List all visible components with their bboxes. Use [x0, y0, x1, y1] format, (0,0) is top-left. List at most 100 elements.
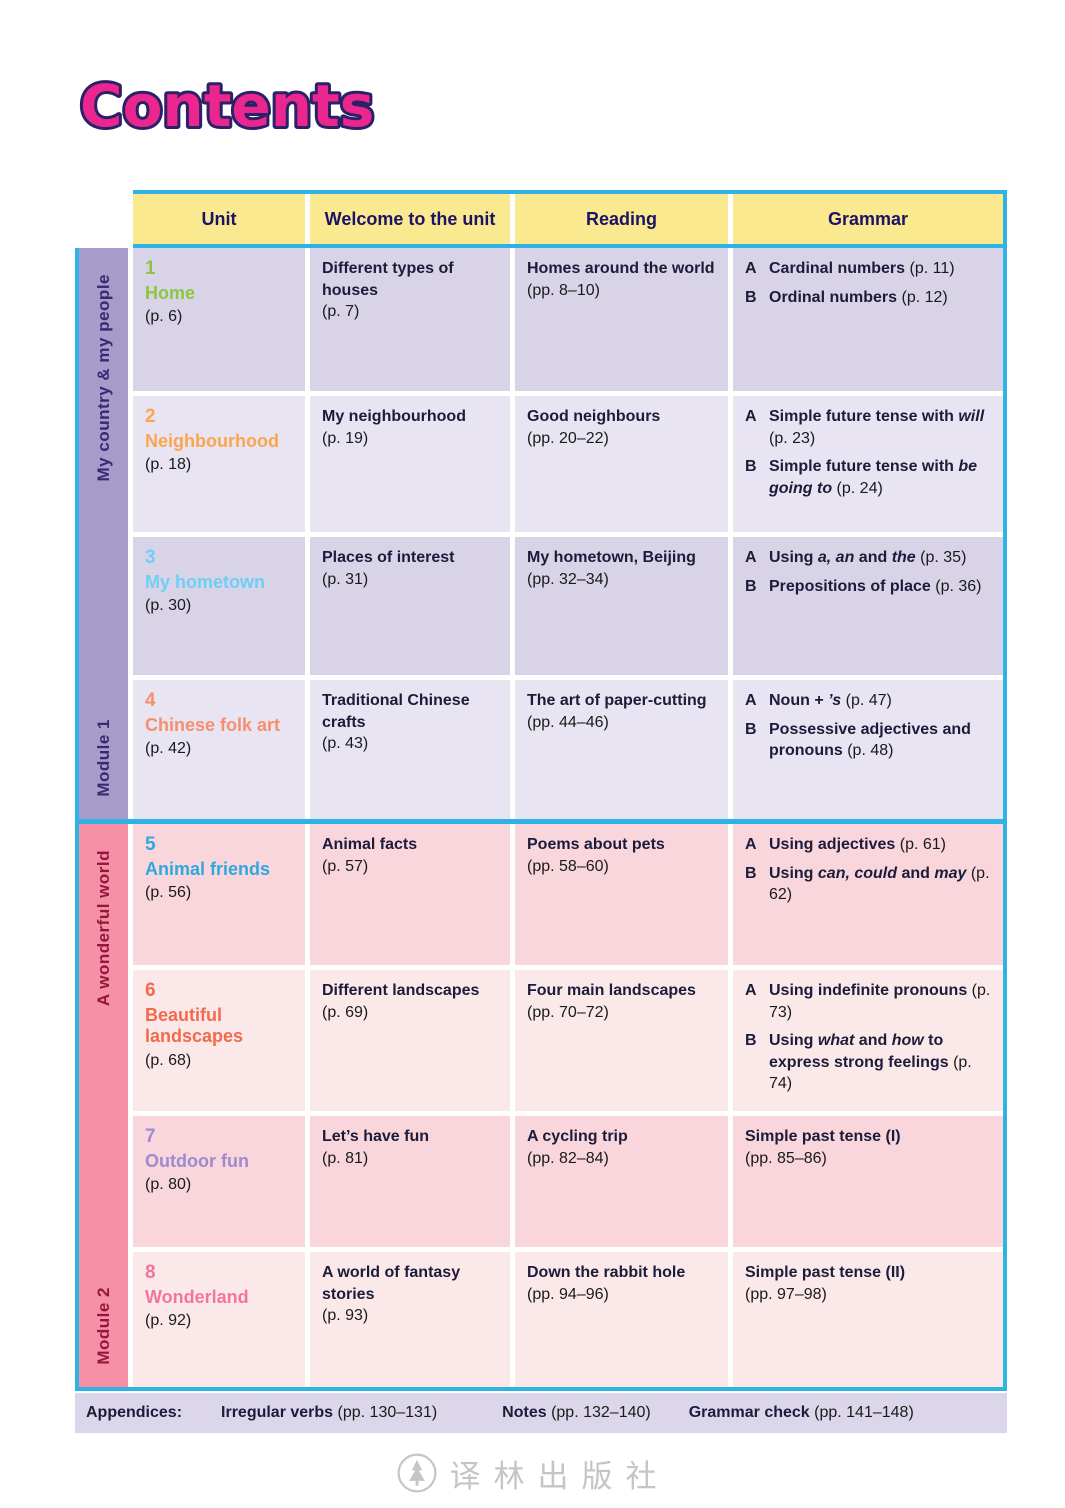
welcome-title: Different types of houses	[322, 260, 454, 299]
unit-8-cell: 8 Wonderland (p. 92)	[133, 1252, 305, 1387]
reading-page: (pp. 94–96)	[527, 1285, 609, 1303]
unit-8-grammar-cell: Simple past tense (II) (pp. 97–98)	[733, 1252, 1003, 1387]
publisher-name: 译林出版社	[449, 1458, 670, 1494]
unit-page: (p. 56)	[145, 884, 192, 902]
module-2-sidebar: A wonderful world Module 2	[79, 824, 128, 1387]
unit-1-welcome-cell: Different types of houses (p. 7)	[310, 248, 510, 391]
welcome-page: (p. 81)	[322, 1149, 369, 1167]
unit-6-reading-cell: Four main landscapes (pp. 70–72)	[515, 970, 728, 1111]
reading-page: (pp. 20–22)	[527, 429, 609, 447]
reading-title: Homes around the world	[527, 260, 715, 277]
header-cell-unit: Unit	[133, 194, 305, 244]
unit-8-welcome-cell: A world of fantasy stories (p. 93)	[310, 1252, 510, 1387]
appendix-item: Notes (pp. 132–140)	[502, 1404, 651, 1421]
unit-3-grammar-cell: A Using a, an and the (p. 35) B Preposit…	[733, 537, 1003, 675]
unit-1-reading-cell: Homes around the world (pp. 8–10)	[515, 248, 728, 391]
reading-page: (pp. 82–84)	[527, 1149, 609, 1167]
grammar-label: B	[745, 458, 757, 476]
appendix-item: Irregular verbs (pp. 130–131)	[221, 1404, 438, 1421]
module-1-sidebar: My country & my people Module 1	[79, 248, 128, 819]
grammar-item: A Cardinal numbers (p. 11)	[745, 258, 993, 280]
unit-1-grammar-cell: A Cardinal numbers (p. 11) B Ordinal num…	[733, 248, 1003, 391]
welcome-page: (p. 43)	[322, 735, 369, 753]
welcome-page: (p. 19)	[322, 429, 369, 447]
reading-page: (pp. 70–72)	[527, 1003, 609, 1021]
welcome-page: (p. 93)	[322, 1307, 369, 1325]
welcome-page: (p. 69)	[322, 1003, 369, 1021]
publisher-watermark: 译林出版社	[0, 1446, 1065, 1500]
grammar-label: B	[745, 720, 757, 738]
unit-4-welcome-cell: Traditional Chinese crafts (p. 43)	[310, 680, 510, 819]
unit-6-cell: 6 Beautiful landscapes (p. 68)	[133, 970, 305, 1111]
welcome-page: (p. 31)	[322, 570, 369, 588]
unit-page: (p. 30)	[145, 597, 192, 615]
grammar-item: A Using indefinite pronouns (p. 73)	[745, 980, 993, 1023]
grammar-item: B Possessive adjectives and pronouns (p.…	[745, 719, 993, 762]
welcome-title: Different landscapes	[322, 982, 480, 999]
unit-number: 7	[145, 1126, 156, 1147]
appendices-bar: Appendices: Irregular verbs (pp. 130–131…	[75, 1393, 1007, 1433]
unit-number: 8	[145, 1262, 156, 1283]
grammar-label: A	[745, 982, 757, 999]
grammar-item: B Prepositions of place (p. 36)	[745, 576, 993, 598]
publisher-logo-icon	[397, 1453, 436, 1493]
grammar-label: A	[745, 260, 757, 277]
welcome-page: (p. 57)	[322, 857, 369, 875]
grammar-item: A Simple future tense with will (p. 23)	[745, 406, 993, 449]
reading-page: (pp. 8–10)	[527, 281, 600, 299]
unit-4-cell: 4 Chinese folk art (p. 42)	[133, 680, 305, 819]
grammar-label: B	[745, 577, 757, 595]
unit-page: (p. 92)	[145, 1312, 192, 1330]
unit-number: 1	[145, 258, 156, 279]
table-header-row: Unit Welcome to the unit Reading Grammar	[133, 194, 1007, 244]
unit-title: Home	[145, 282, 196, 303]
contents-table: Unit Welcome to the unit Reading Grammar…	[75, 190, 1007, 1433]
unit-5-cell: 5 Animal friends (p. 56)	[133, 824, 305, 965]
unit-title: Animal friends	[145, 858, 271, 879]
unit-number: 6	[145, 980, 156, 1001]
grammar-label: A	[745, 836, 757, 853]
table-body: My country & my people Module 1 A wonder…	[79, 248, 1007, 1387]
table-border-right	[1003, 190, 1007, 1391]
reading-title: My hometown, Beijing	[527, 549, 696, 566]
reading-page: (pp. 32–34)	[527, 570, 609, 588]
unit-2-cell: 2 Neighbourhood (p. 18)	[133, 396, 305, 532]
grammar-label: A	[745, 692, 757, 709]
unit-number: 3	[145, 547, 156, 568]
table-border-header-bottom	[133, 244, 1007, 248]
unit-8-reading-cell: Down the rabbit hole (pp. 94–96)	[515, 1252, 728, 1387]
unit-3-welcome-cell: Places of interest (p. 31)	[310, 537, 510, 675]
appendix-item: Grammar check (pp. 141–148)	[688, 1404, 914, 1421]
reading-title: Good neighbours	[527, 408, 661, 425]
unit-4-reading-cell: The art of paper-cutting (pp. 44–46)	[515, 680, 728, 819]
welcome-title: Places of interest	[322, 549, 455, 566]
reading-title: Down the rabbit hole	[527, 1264, 686, 1281]
unit-2-reading-cell: Good neighbours (pp. 20–22)	[515, 396, 728, 532]
appendices-label: Appendices:	[86, 1404, 183, 1421]
header-cell-reading: Reading	[515, 194, 728, 244]
unit-page: (p. 42)	[145, 740, 192, 758]
unit-title: Beautiful landscapes	[145, 1004, 244, 1047]
welcome-title: A world of fantasy stories	[322, 1264, 461, 1303]
unit-number: 4	[145, 690, 156, 711]
reading-page: (pp. 58–60)	[527, 857, 609, 875]
header-cell-welcome: Welcome to the unit	[310, 194, 510, 244]
unit-7-welcome-cell: Let’s have fun (p. 81)	[310, 1116, 510, 1247]
unit-5-welcome-cell: Animal facts (p. 57)	[310, 824, 510, 965]
unit-6-grammar-cell: A Using indefinite pronouns (p. 73) B Us…	[733, 970, 1003, 1111]
unit-3-reading-cell: My hometown, Beijing (pp. 32–34)	[515, 537, 728, 675]
welcome-title: Traditional Chinese crafts	[322, 692, 470, 731]
reading-page: (pp. 44–46)	[527, 713, 609, 731]
grammar-item: A Using adjectives (p. 61)	[745, 834, 993, 856]
unit-7-grammar-cell: Simple past tense (I) (pp. 85–86)	[733, 1116, 1003, 1247]
table-border-top	[133, 190, 1007, 194]
unit-page: (p. 68)	[145, 1052, 192, 1070]
unit-5-grammar-cell: A Using adjectives (p. 61) B Using can, …	[733, 824, 1003, 965]
grammar-item: A Using a, an and the (p. 35)	[745, 547, 993, 569]
unit-7-reading-cell: A cycling trip (pp. 82–84)	[515, 1116, 728, 1247]
module-1-theme-label: My country & my people	[93, 274, 113, 482]
grammar-label: A	[745, 408, 757, 425]
table-border-module-divider	[75, 819, 1007, 824]
unit-page: (p. 80)	[145, 1176, 192, 1194]
